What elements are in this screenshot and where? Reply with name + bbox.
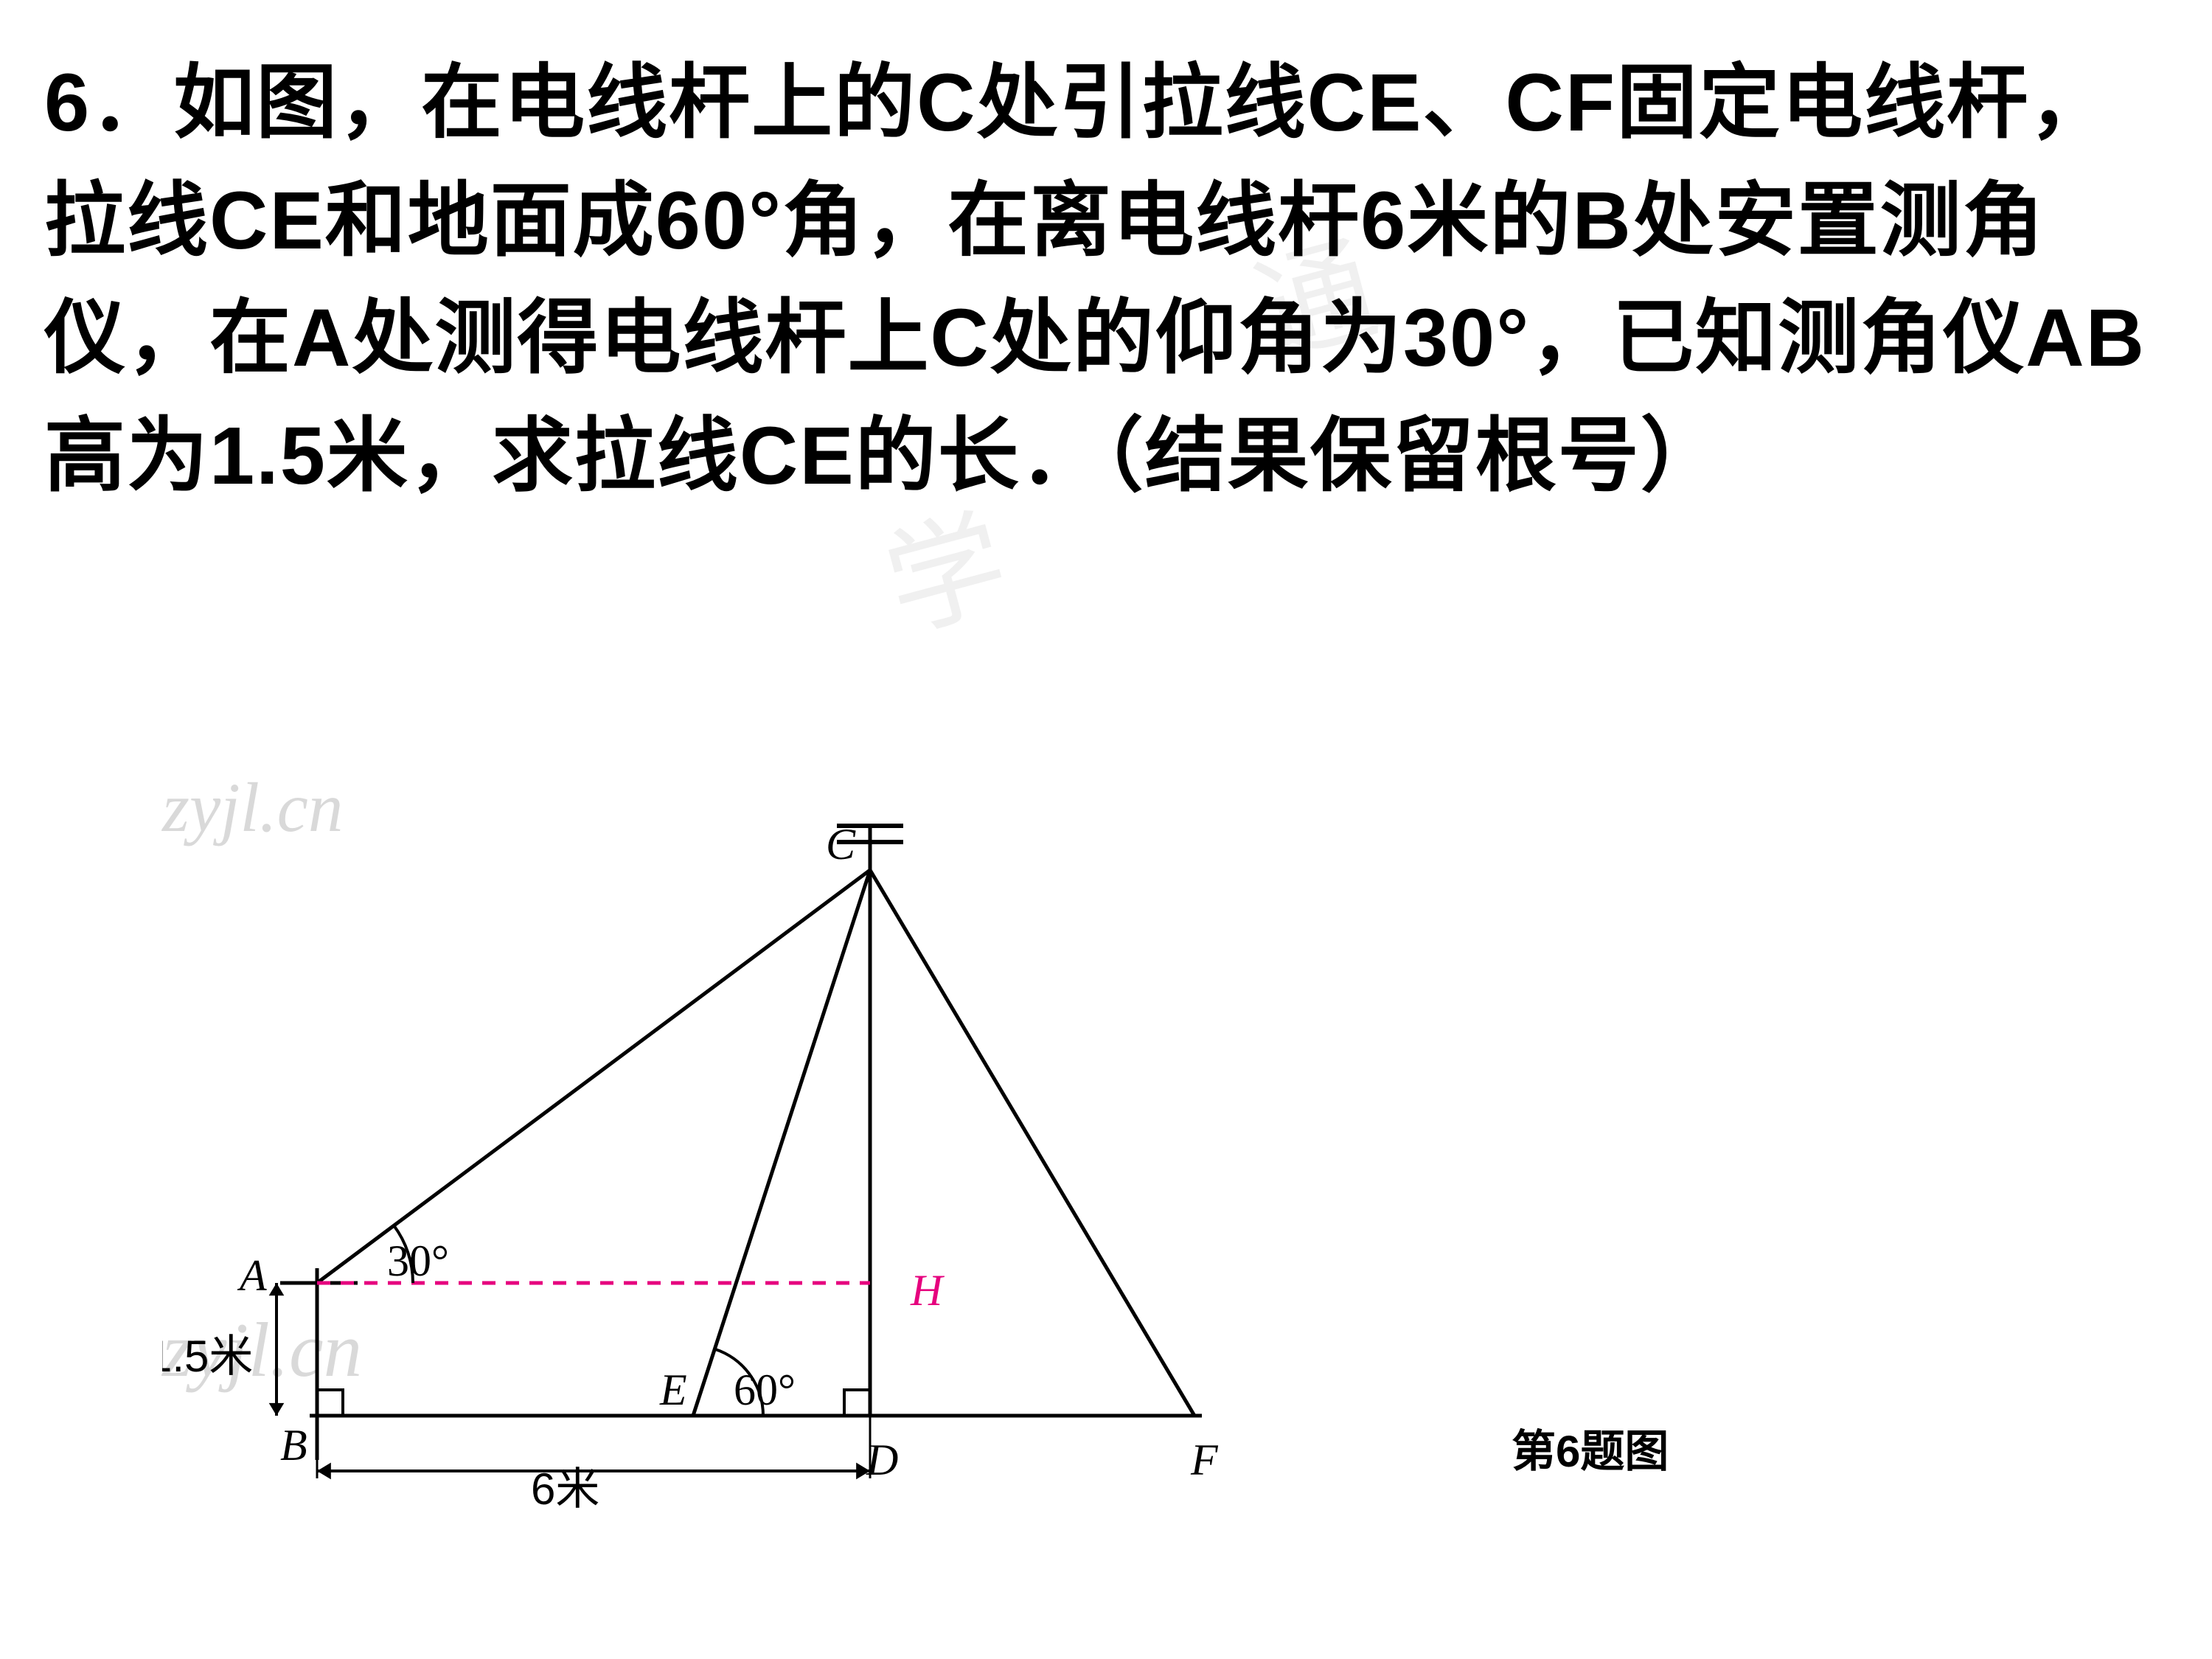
problem-number: 6．: [44, 58, 173, 148]
svg-text:B: B: [280, 1421, 307, 1470]
problem-body: 如图，在电线杆上的C处引拉线CE、CF固定电线杆，拉线CE和地面成60°角，在离…: [44, 58, 2146, 501]
svg-text:1.5米: 1.5米: [162, 1332, 253, 1381]
svg-text:H: H: [910, 1266, 945, 1315]
svg-text:60°: 60°: [734, 1366, 796, 1414]
svg-text:A: A: [237, 1251, 267, 1300]
problem-text: 6．如图，在电线杆上的C处引拉线CE、CF固定电线杆，拉线CE和地面成60°角，…: [44, 44, 2168, 515]
svg-text:6米: 6米: [531, 1464, 599, 1514]
svg-text:C: C: [826, 820, 856, 869]
svg-text:E: E: [659, 1366, 687, 1414]
figure-caption: 第6题图: [1512, 1416, 1669, 1480]
svg-text:D: D: [866, 1436, 898, 1484]
svg-text:30°: 30°: [387, 1237, 449, 1285]
svg-text:F: F: [1190, 1436, 1219, 1484]
geometry-diagram: A B C D E F H 30° 60° 1.5米 6米: [162, 804, 1637, 1541]
